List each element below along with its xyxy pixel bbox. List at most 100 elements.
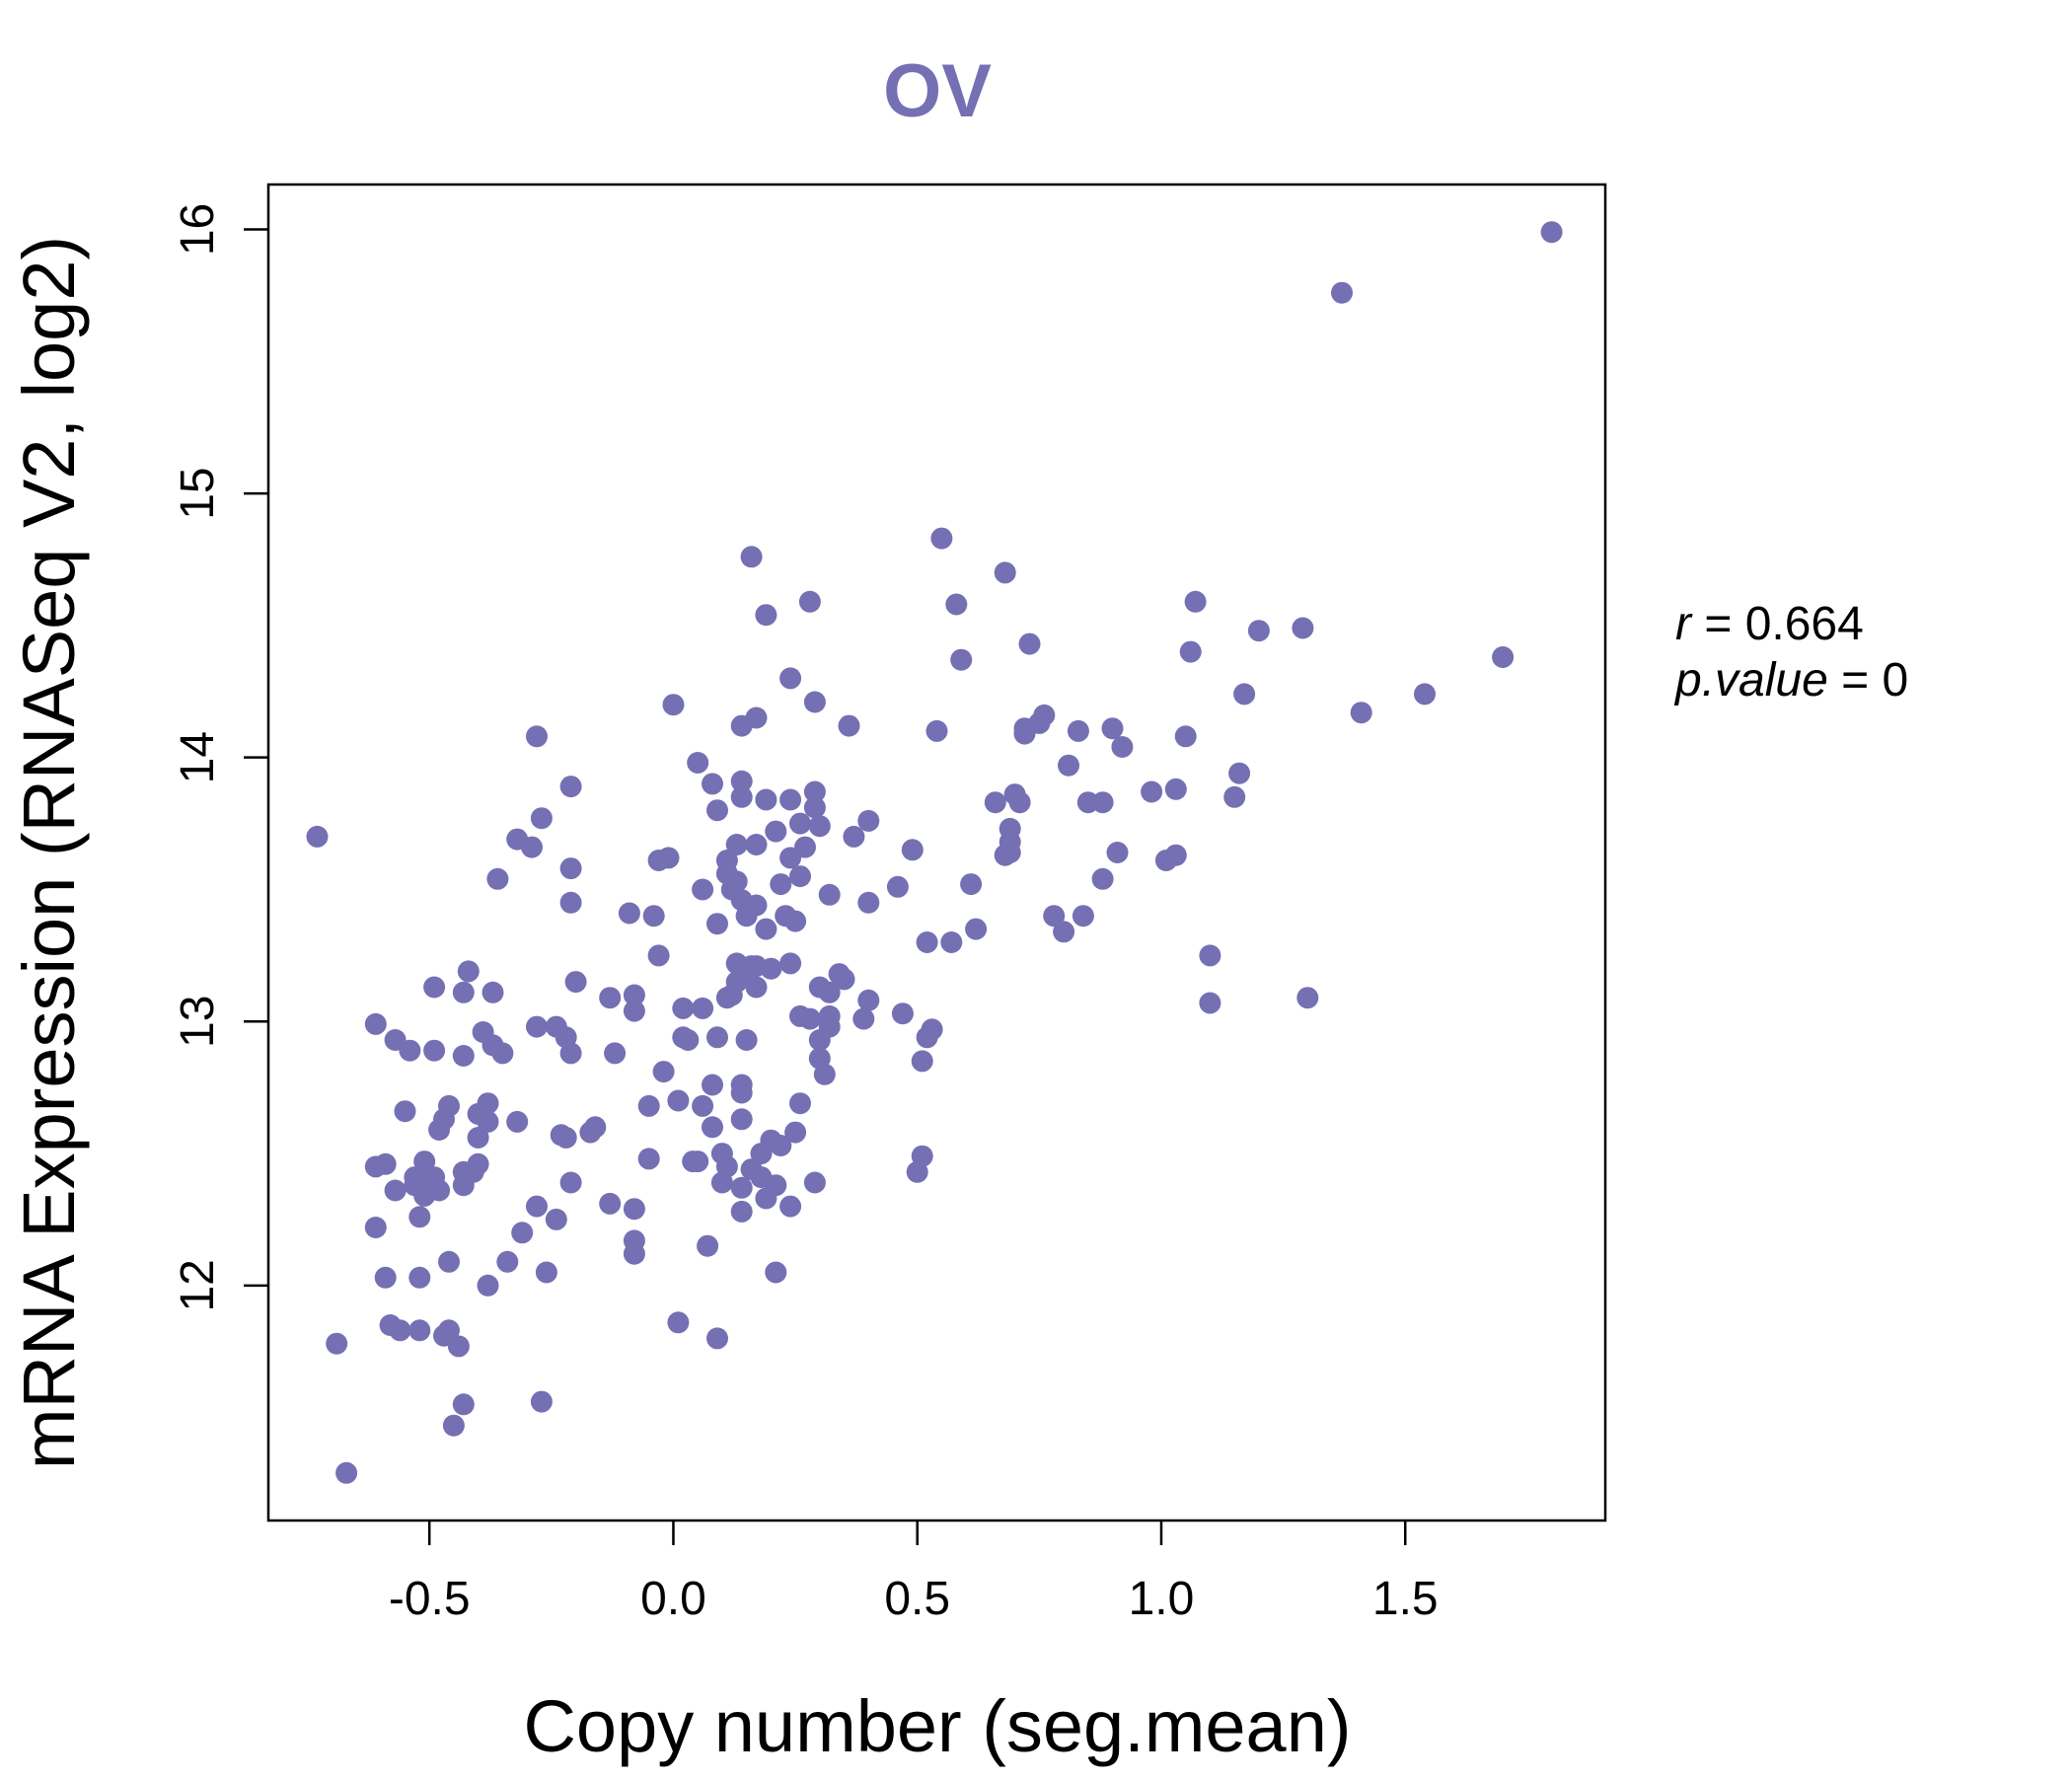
data-point [623, 1000, 645, 1022]
data-point [730, 770, 753, 792]
data-point [1043, 905, 1066, 928]
stats-annotation: r = 0.664 p.value = 0 [1673, 598, 1908, 706]
data-point [994, 561, 1016, 584]
data-point [984, 791, 1006, 814]
data-point [457, 960, 480, 983]
data-point [960, 873, 983, 896]
r-label: r [1675, 598, 1693, 650]
data-point [438, 1319, 460, 1342]
data-point [599, 987, 622, 1009]
data-point [730, 1176, 753, 1199]
data-point [394, 1100, 416, 1123]
y-tick-label: 13 [172, 996, 224, 1048]
data-point [930, 527, 953, 550]
data-point [1033, 704, 1056, 726]
data-point [1492, 646, 1515, 668]
pvalue-annotation: p.value = 0 [1673, 654, 1908, 706]
data-point [901, 839, 924, 861]
data-point [843, 825, 865, 848]
data-point [535, 1261, 557, 1284]
data-point [765, 820, 787, 843]
data-point [950, 648, 973, 671]
data-point [1091, 791, 1114, 814]
data-point [706, 913, 728, 935]
data-point [477, 1274, 499, 1297]
data-point [637, 1148, 660, 1170]
data-point [389, 1319, 411, 1342]
data-point [1184, 590, 1207, 613]
data-point [438, 1250, 460, 1273]
data-point [618, 902, 640, 925]
data-point [1199, 944, 1221, 967]
data-point [886, 875, 909, 898]
data-point [1067, 719, 1089, 742]
p-label: p.value [1673, 654, 1828, 706]
data-point [765, 1174, 787, 1197]
data-point [838, 714, 860, 737]
data-point [506, 1110, 529, 1133]
data-point [428, 1179, 451, 1202]
data-point [725, 834, 748, 855]
data-point [745, 706, 768, 729]
data-point [423, 976, 446, 999]
data-point [642, 905, 665, 928]
data-point [399, 1039, 421, 1062]
y-tick-label: 15 [172, 467, 224, 519]
data-point [1053, 921, 1075, 943]
data-point [803, 780, 826, 803]
data-point [637, 1094, 660, 1117]
data-point [813, 1063, 836, 1085]
data-point [818, 981, 841, 1003]
data-point [702, 1074, 723, 1096]
data-point [467, 1152, 489, 1175]
y-axis: 12 13 14 15 16 [172, 203, 268, 1312]
data-point [511, 1222, 534, 1244]
data-point [526, 1195, 548, 1218]
data-point [1141, 780, 1163, 803]
data-point [306, 825, 329, 848]
x-tick-label: 0.0 [640, 1573, 706, 1625]
data-point [745, 976, 768, 999]
x-axis: -0.5 0.0 0.5 1.0 1.5 [389, 1521, 1439, 1625]
data-point [706, 1026, 728, 1049]
data-point [447, 1335, 470, 1358]
data-point [857, 989, 880, 1011]
data-point [442, 1414, 465, 1437]
data-point [384, 1179, 407, 1202]
data-point [623, 984, 645, 1006]
data-point [803, 691, 826, 713]
data-point [623, 1198, 645, 1221]
data-point [326, 1332, 348, 1355]
y-axis-label: mRNA Expression (RNASeq V2, log2) [8, 236, 90, 1469]
data-point [798, 1007, 821, 1030]
data-point [530, 807, 553, 830]
data-point [1174, 725, 1197, 748]
data-point [555, 1127, 577, 1149]
data-point [1223, 785, 1246, 808]
data-point [965, 918, 988, 940]
data-point [526, 725, 548, 748]
data-point [725, 870, 748, 893]
data-point [706, 799, 728, 822]
data-point [452, 1045, 475, 1067]
data-point [891, 1002, 914, 1025]
data-point [730, 785, 753, 808]
data-point [1111, 736, 1134, 758]
x-tick-label: -0.5 [389, 1573, 471, 1625]
data-point [784, 910, 807, 932]
data-point [364, 1217, 387, 1238]
data-point [765, 1261, 787, 1284]
data-point [789, 865, 811, 888]
data-point [364, 1012, 387, 1035]
data-point [794, 836, 816, 858]
data-point [803, 1171, 826, 1194]
data-point [408, 1319, 431, 1342]
data-point [755, 918, 777, 940]
data-point [789, 1092, 811, 1115]
x-axis-label: Copy number (seg.mean) [523, 1685, 1351, 1767]
data-point [496, 1250, 519, 1273]
x-tick-label: 0.5 [884, 1573, 950, 1625]
data-point [755, 604, 777, 627]
data-point [521, 836, 543, 858]
data-point [916, 931, 938, 953]
